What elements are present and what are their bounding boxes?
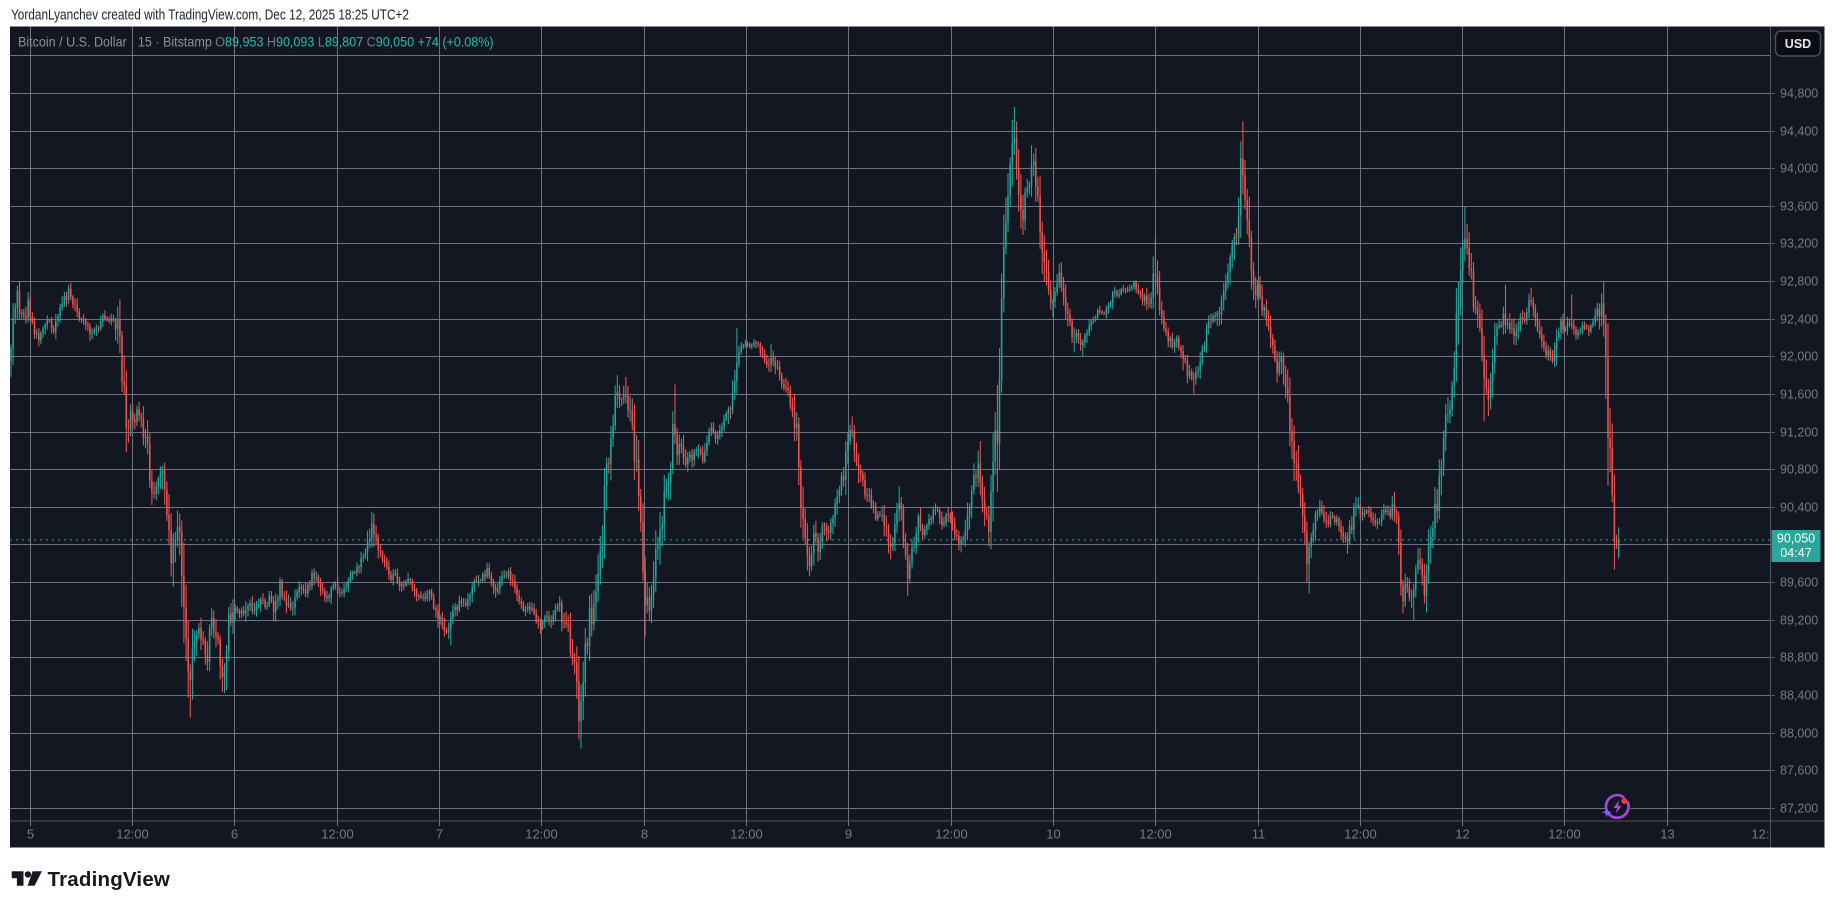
svg-text:8: 8 [641,827,648,842]
svg-text:94,000: 94,000 [1780,162,1818,176]
svg-text:Bitcoin / U.S. Dollar · 15 · B: Bitcoin / U.S. Dollar · 15 · Bitstamp O8… [18,34,494,50]
svg-text:87,600: 87,600 [1780,764,1818,778]
svg-text:12:00: 12:00 [1139,827,1172,842]
svg-text:12:00: 12:00 [1548,827,1581,842]
svg-text:92,000: 92,000 [1780,350,1818,364]
svg-text:USD: USD [1785,37,1811,51]
svg-text:93,200: 93,200 [1780,237,1818,251]
svg-text:12:00: 12:00 [935,827,968,842]
svg-text:91,200: 91,200 [1780,426,1818,440]
svg-text:12:00: 12:00 [321,827,354,842]
svg-text:88,400: 88,400 [1780,689,1818,703]
svg-text:12: 12 [1455,827,1469,842]
svg-text:90,050: 90,050 [1777,532,1815,546]
svg-text:94,800: 94,800 [1780,87,1818,101]
svg-text:12:00: 12:00 [525,827,558,842]
svg-text:88,800: 88,800 [1780,651,1818,665]
svg-text:89,600: 89,600 [1780,576,1818,590]
svg-text:6: 6 [231,827,238,842]
svg-text:YordanLyanchev created with Tr: YordanLyanchev created with TradingView.… [11,6,409,23]
svg-text:94,400: 94,400 [1780,125,1818,139]
svg-text:04:47: 04:47 [1780,546,1811,560]
svg-text:7: 7 [436,827,443,842]
svg-text:88,000: 88,000 [1780,727,1818,741]
svg-text:11: 11 [1252,827,1266,842]
svg-text:12:00: 12:00 [730,827,763,842]
svg-text:87,200: 87,200 [1780,802,1818,816]
svg-text:90,400: 90,400 [1780,501,1818,515]
svg-text:92,400: 92,400 [1780,313,1818,327]
svg-text:90,800: 90,800 [1780,463,1818,477]
svg-text:10: 10 [1046,827,1060,842]
svg-text:9: 9 [845,827,852,842]
svg-text:13: 13 [1660,827,1674,842]
svg-text:92,800: 92,800 [1780,275,1818,289]
svg-text:12:: 12: [1751,827,1769,842]
svg-text:5: 5 [27,827,34,842]
svg-text:89,200: 89,200 [1780,614,1818,628]
svg-text:12:00: 12:00 [116,827,149,842]
svg-text:12:00: 12:00 [1344,827,1377,842]
svg-text:93,600: 93,600 [1780,200,1818,214]
svg-text:91,600: 91,600 [1780,388,1818,402]
svg-text:TradingView: TradingView [48,868,171,891]
